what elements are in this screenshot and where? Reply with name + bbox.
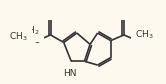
Text: CH$_3$: CH$_3$: [135, 29, 154, 41]
Text: HN: HN: [64, 69, 77, 78]
Text: CH$_3$: CH$_3$: [9, 31, 28, 43]
Text: O: O: [134, 36, 141, 45]
Text: O: O: [34, 36, 41, 45]
Text: CH$_2$: CH$_2$: [21, 25, 39, 37]
